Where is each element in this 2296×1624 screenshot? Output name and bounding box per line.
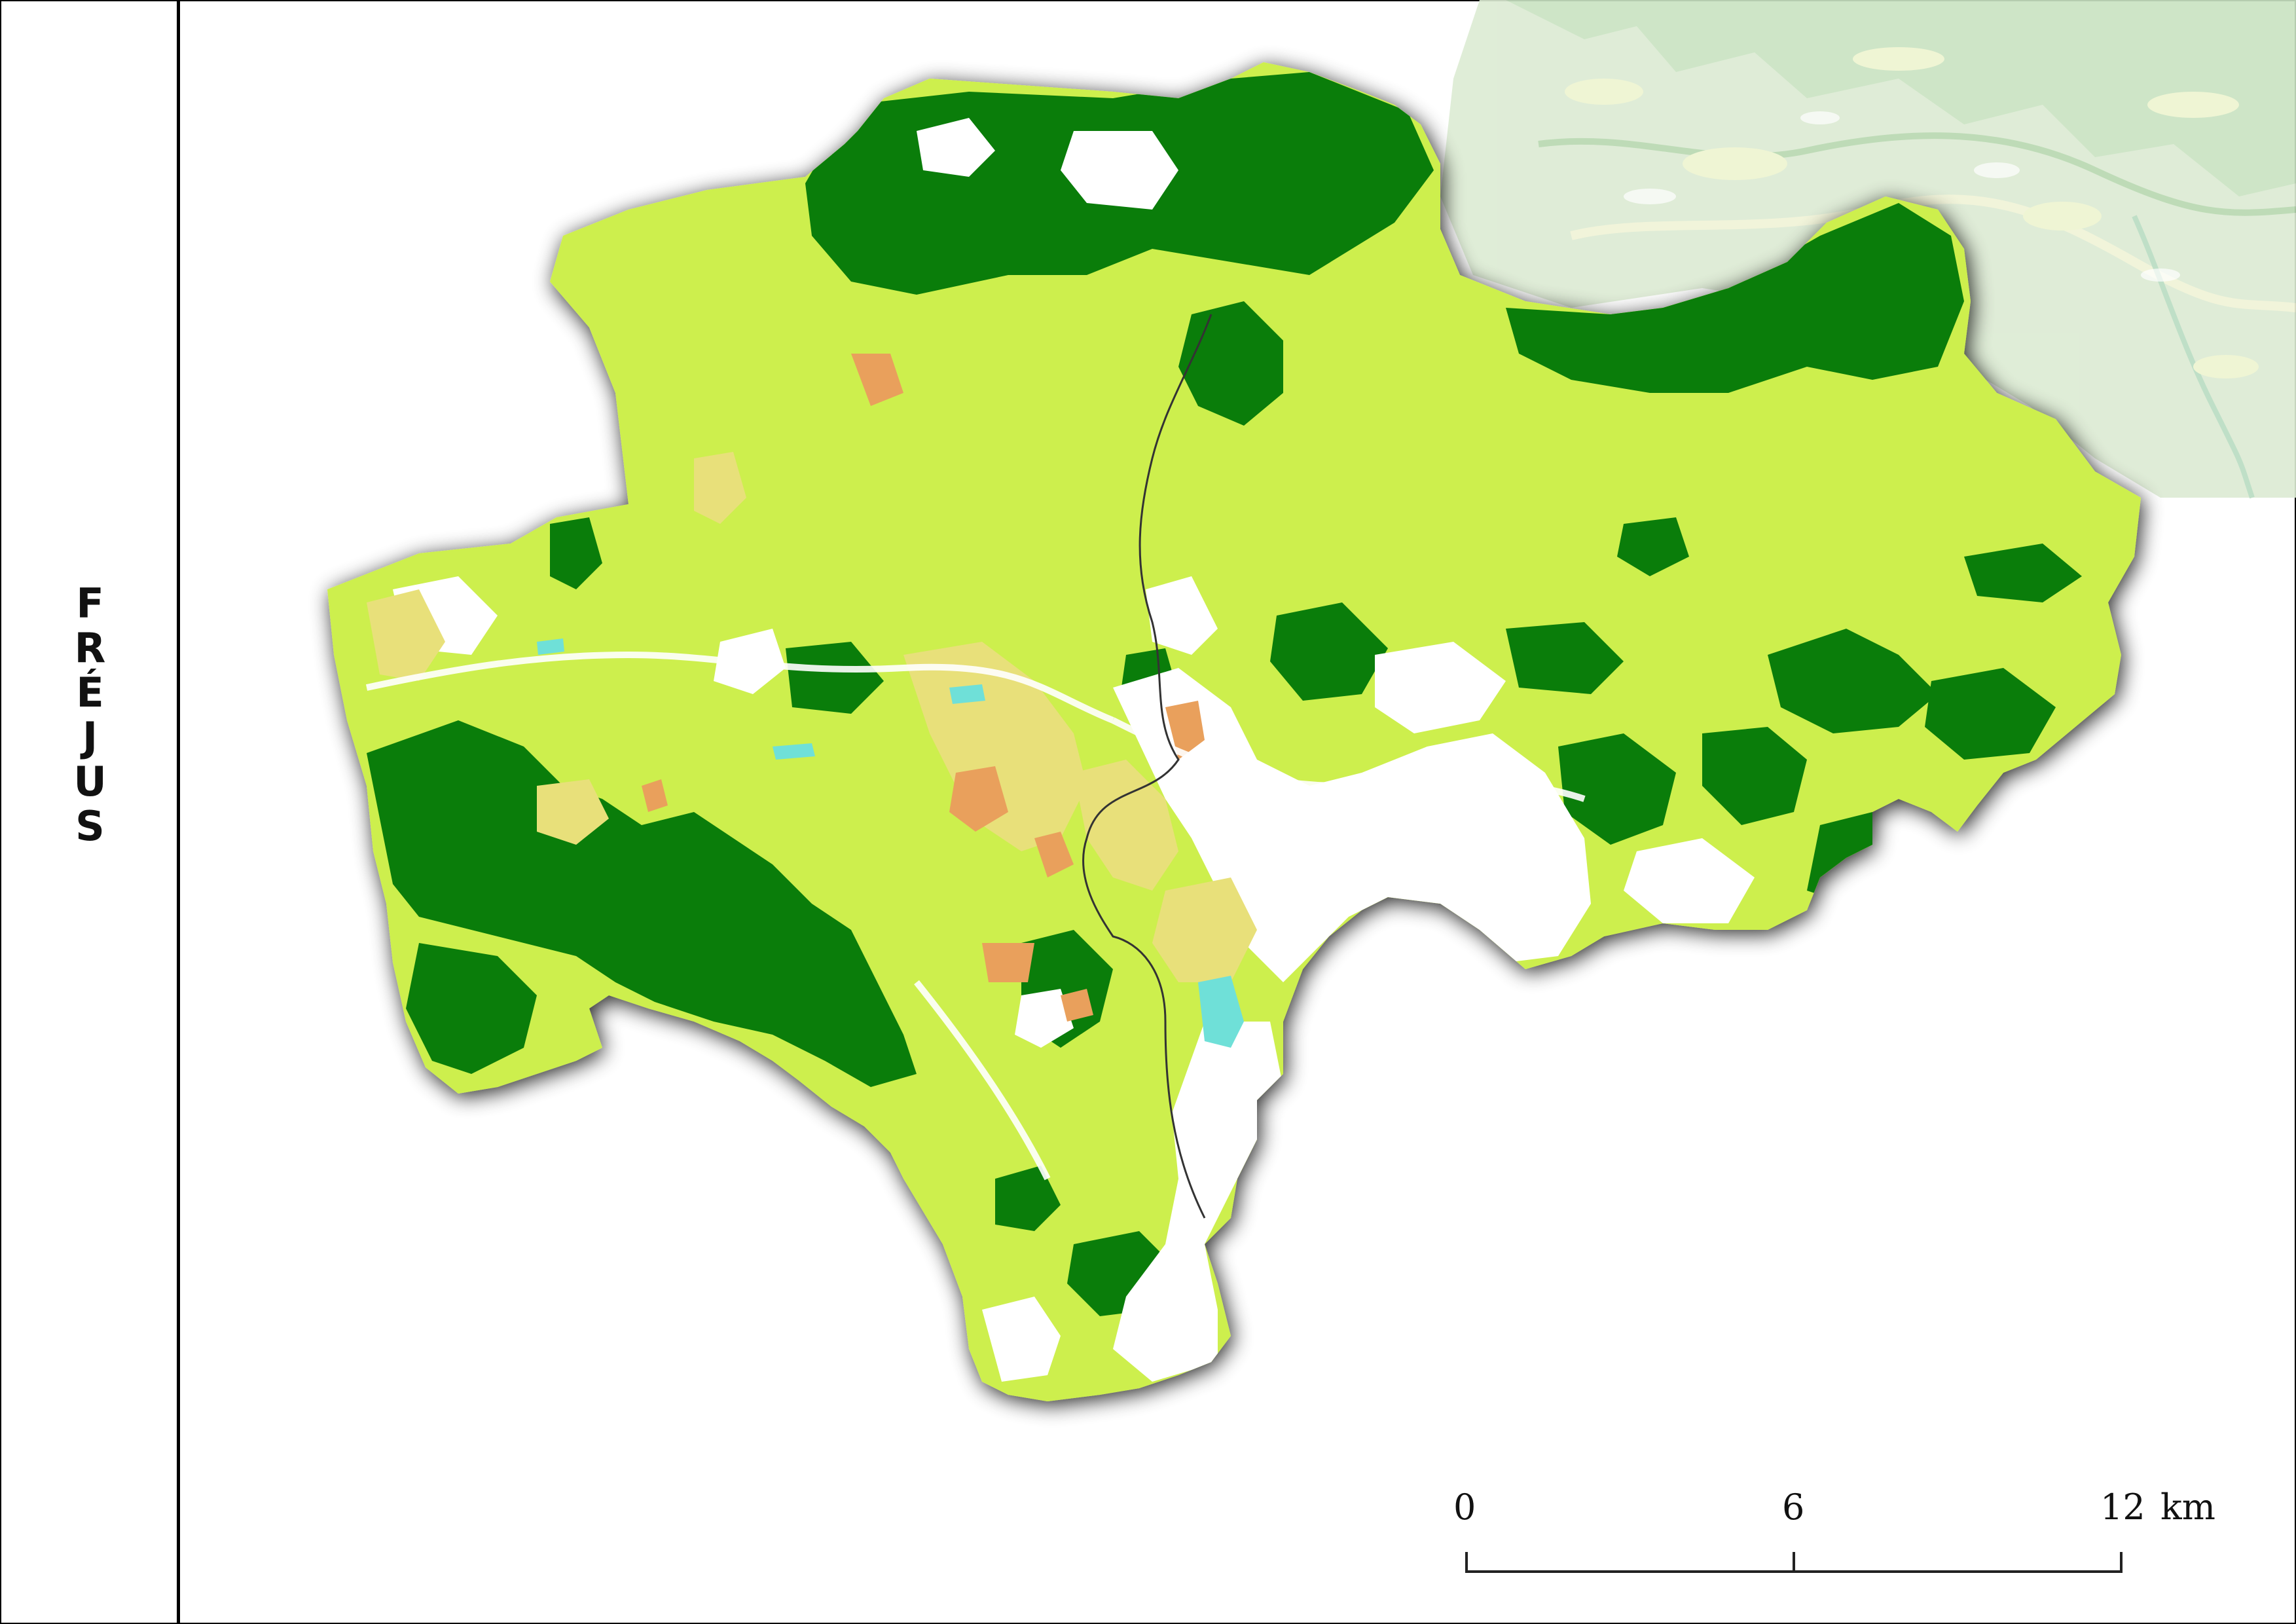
title-letter: R (74, 624, 106, 672)
scale-unit-label: km (2160, 1486, 2215, 1528)
title-letter: U (73, 758, 107, 805)
water-layer (537, 638, 1244, 1048)
urban-orange-layer (642, 354, 1205, 1022)
land-cover-map[interactable] (183, 0, 2296, 1624)
title-letter: F (76, 580, 104, 627)
scale-tick-label: 12 (2100, 1486, 2145, 1528)
title-letter: É (76, 669, 104, 716)
map-title: F R É J U S (0, 583, 180, 850)
title-letter: J (82, 713, 98, 761)
roads-layer (365, 651, 1586, 1181)
sidebar: F R É J U S (0, 0, 180, 1624)
scale-tick-label: 0 (1453, 1486, 1476, 1528)
scale-bar-graphic (1465, 1552, 2123, 1573)
title-letter: S (75, 802, 105, 850)
scale-bar: 0 6 12 km (1434, 1486, 2246, 1585)
land-cover-layers (365, 72, 2082, 1382)
agriculture-layer (367, 452, 1257, 982)
map-canvas (327, 0, 2296, 1401)
scale-tick-label: 6 (1782, 1486, 1805, 1528)
forest-layer (367, 72, 2082, 1316)
